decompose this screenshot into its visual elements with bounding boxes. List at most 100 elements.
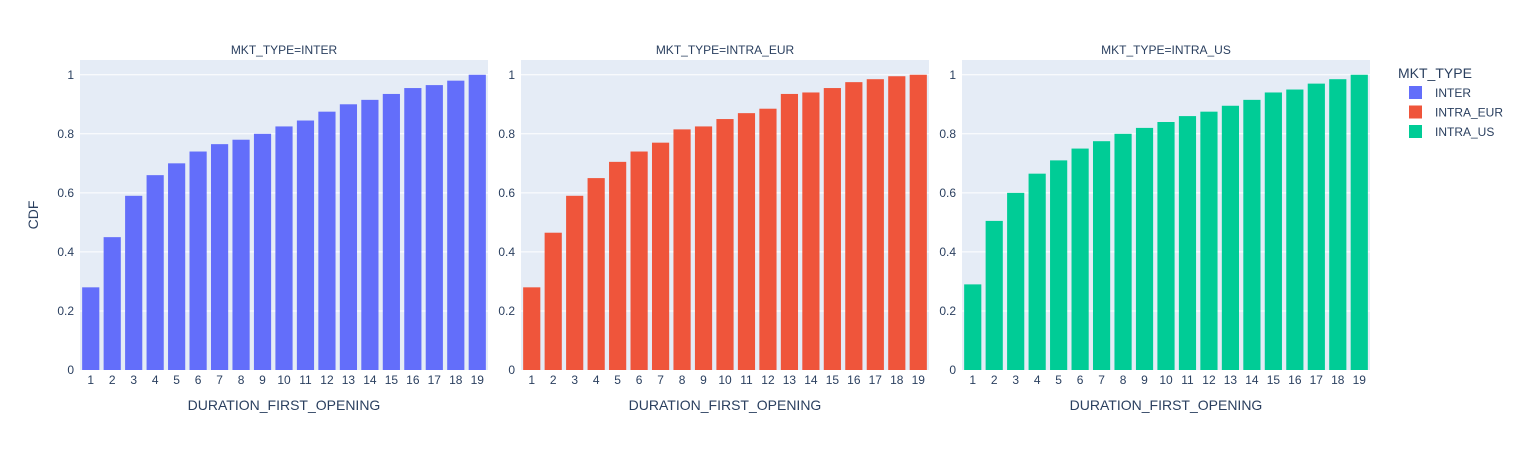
y-tick-label: 0.4 [498, 245, 515, 259]
bar-inter-14[interactable] [361, 99, 379, 370]
bar-inter-8[interactable] [232, 139, 250, 370]
x-tick-label: 14 [804, 373, 818, 387]
bar-intra_eur-17[interactable] [866, 79, 884, 370]
bar-intra_us-17[interactable] [1307, 83, 1325, 370]
bar-intra_us-1[interactable] [964, 284, 982, 370]
x-axis-label: DURATION_FIRST_OPENING [188, 397, 381, 413]
bar-inter-17[interactable] [425, 85, 443, 370]
bar-intra_us-6[interactable] [1071, 148, 1089, 370]
bar-intra_us-4[interactable] [1028, 173, 1046, 370]
legend-item-intra_us[interactable]: INTRA_US [1409, 125, 1494, 139]
bar-inter-2[interactable] [103, 237, 121, 370]
bar-intra_us-5[interactable] [1050, 160, 1068, 370]
x-tick-label: 5 [1055, 373, 1062, 387]
x-tick-label: 11 [740, 373, 753, 387]
y-tick-label: 0 [949, 363, 956, 377]
bar-intra_eur-19[interactable] [909, 74, 927, 370]
bar-intra_eur-9[interactable] [694, 126, 713, 370]
x-tick-label: 3 [571, 373, 578, 387]
x-tick-label: 6 [636, 373, 643, 387]
bar-intra_us-19[interactable] [1350, 74, 1368, 370]
bar-intra_us-11[interactable] [1178, 116, 1197, 370]
x-tick-label: 3 [130, 373, 137, 387]
x-tick-label: 8 [1120, 373, 1127, 387]
bar-inter-12[interactable] [318, 111, 336, 371]
bar-inter-3[interactable] [125, 195, 143, 370]
bar-intra_us-2[interactable] [985, 220, 1003, 370]
bar-inter-18[interactable] [447, 80, 465, 371]
y-axis-label: CDF [25, 201, 41, 230]
bar-intra_us-12[interactable] [1200, 111, 1218, 371]
bar-intra_eur-3[interactable] [566, 195, 584, 370]
bar-intra_eur-6[interactable] [630, 151, 648, 370]
y-tick-label: 0.6 [498, 186, 515, 200]
x-tick-label: 16 [406, 373, 420, 387]
bar-intra_eur-5[interactable] [609, 161, 627, 370]
facet-title: MKT_TYPE=INTRA_US [1101, 43, 1231, 57]
bar-intra_eur-11[interactable] [737, 113, 756, 371]
bar-intra_us-3[interactable] [1007, 192, 1025, 370]
x-axis-label: DURATION_FIRST_OPENING [629, 397, 822, 413]
legend-title: MKT_TYPE [1398, 65, 1472, 81]
bar-inter-16[interactable] [404, 88, 422, 371]
y-tick-label: 0.4 [57, 245, 74, 259]
bar-intra_us-14[interactable] [1243, 99, 1261, 370]
bar-intra_us-8[interactable] [1114, 133, 1132, 370]
bar-intra_eur-14[interactable] [802, 92, 820, 370]
facet-title: MKT_TYPE=INTER [231, 43, 338, 57]
bar-intra_us-9[interactable] [1135, 127, 1154, 371]
x-tick-label: 11 [299, 373, 312, 387]
legend: MKT_TYPE INTER INTRA_EUR INTRA_US [1398, 65, 1503, 139]
bar-inter-9[interactable] [253, 133, 272, 370]
bar-inter-5[interactable] [168, 163, 186, 370]
y-tick-label: 0.8 [939, 127, 956, 141]
legend-item-inter[interactable]: INTER [1409, 86, 1471, 100]
bar-intra_eur-7[interactable] [651, 142, 670, 370]
facet-panels: 00.20.40.60.811 2 3 4 5 6 7 8 9 10 11 12 13 14 15 16 17 1… [57, 43, 1370, 413]
bar-intra_eur-1[interactable] [523, 287, 541, 370]
bar-intra_eur-18[interactable] [888, 76, 906, 370]
bar-intra_us-16[interactable] [1286, 89, 1304, 371]
bar-inter-13[interactable] [339, 104, 358, 371]
bar-intra_eur-15[interactable] [823, 88, 841, 371]
bar-inter-4[interactable] [146, 175, 164, 370]
bar-intra_eur-13[interactable] [780, 93, 799, 370]
facet-panel-inter: 00.20.40.60.811 2 3 4 5 6 7 8 9 10 11 12 13 14 15 16 17 1… [57, 43, 488, 413]
y-tick-label: 0.4 [939, 245, 956, 259]
bar-intra_us-7[interactable] [1092, 141, 1111, 370]
bar-intra_eur-8[interactable] [673, 129, 691, 370]
x-tick-label: 6 [1077, 373, 1084, 387]
bar-inter-7[interactable] [210, 144, 229, 370]
bar-inter-19[interactable] [468, 74, 486, 370]
bar-intra_us-13[interactable] [1221, 105, 1240, 370]
x-tick-label: 7 [1098, 373, 1105, 387]
x-tick-label: 1 [528, 373, 535, 387]
x-tick-label: 18 [449, 373, 463, 387]
bar-intra_eur-16[interactable] [845, 82, 863, 371]
y-tick-label: 0 [508, 363, 515, 377]
bar-inter-15[interactable] [382, 93, 400, 370]
bar-intra_eur-10[interactable] [716, 119, 734, 370]
bar-intra_us-18[interactable] [1329, 79, 1347, 370]
bar-intra_us-10[interactable] [1157, 122, 1175, 370]
bar-inter-10[interactable] [275, 126, 293, 370]
y-tick-label: 0.2 [498, 304, 515, 318]
x-axis-label: DURATION_FIRST_OPENING [1070, 397, 1263, 413]
y-tick-label: 0.2 [57, 304, 74, 318]
x-tick-label: 18 [890, 373, 904, 387]
x-tick-label: 10 [277, 373, 291, 387]
bar-inter-6[interactable] [189, 151, 207, 370]
bar-inter-1[interactable] [82, 287, 100, 370]
legend-item-intra_eur[interactable]: INTRA_EUR [1409, 105, 1503, 120]
x-tick-label: 9 [1141, 373, 1148, 387]
bar-intra_eur-12[interactable] [759, 108, 777, 370]
bar-intra_us-15[interactable] [1264, 92, 1282, 370]
bar-intra_eur-2[interactable] [544, 232, 562, 370]
legend-items: INTER INTRA_EUR INTRA_US [1409, 86, 1503, 139]
y-tick-label: 0.8 [57, 127, 74, 141]
bar-inter-11[interactable] [296, 120, 315, 371]
y-tick-label: 1 [67, 68, 74, 82]
x-tick-label: 2 [550, 373, 557, 387]
y-tick-label: 0 [67, 363, 74, 377]
bar-intra_eur-4[interactable] [587, 178, 605, 370]
